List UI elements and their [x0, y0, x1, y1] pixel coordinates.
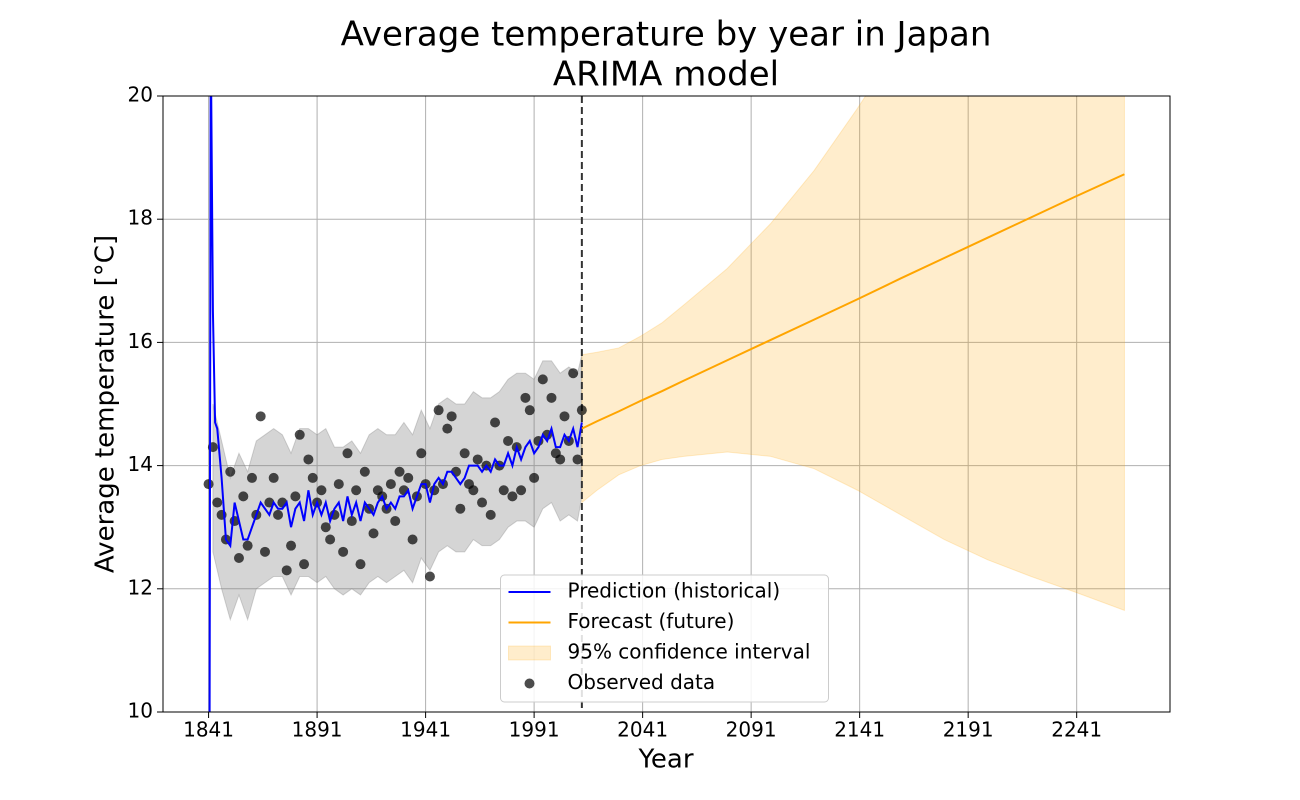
observed-point	[477, 497, 488, 508]
observed-point	[507, 491, 518, 502]
observed-point	[281, 565, 292, 576]
observed-point	[468, 485, 479, 496]
axes: 1841 1891 1941 1991 2041 2091 2141 2191 2241 10 12…	[128, 83, 1103, 742]
observed-point	[351, 485, 362, 496]
observed-point	[529, 472, 540, 483]
x-tick-label: 1891	[292, 718, 343, 742]
chart-subtitle: ARIMA model	[553, 55, 779, 95]
legend-label: Forecast (future)	[568, 609, 735, 633]
observed-point	[503, 435, 514, 446]
observed-point	[394, 466, 405, 477]
x-tick-label: 2191	[943, 718, 994, 742]
observed-point	[442, 423, 453, 434]
legend-swatch	[524, 678, 535, 689]
observed-point	[546, 392, 557, 403]
observed-point	[225, 466, 236, 477]
x-tick-label: 2091	[726, 718, 777, 742]
observed-point	[286, 540, 297, 551]
observed-point	[338, 546, 349, 557]
observed-point	[233, 553, 244, 563]
observed-point	[407, 534, 418, 545]
observed-point	[390, 516, 401, 527]
observed-point	[498, 485, 509, 496]
observed-point	[294, 429, 305, 440]
x-tick-label: 1941	[400, 718, 451, 742]
observed-point	[368, 528, 379, 539]
observed-point	[242, 540, 253, 551]
observed-point	[320, 522, 331, 533]
plot-frame	[162, 95, 1171, 713]
plot-area	[203, 96, 1125, 712]
observed-point	[490, 417, 501, 428]
observed-point	[359, 466, 370, 477]
chart-title: Average temperature by year in Japan	[341, 15, 992, 55]
y-axis-label: Average temperature [°C]	[91, 235, 121, 573]
observed-point	[333, 479, 344, 490]
observed-point	[555, 454, 566, 465]
observed-point	[472, 454, 483, 465]
observed-point	[325, 534, 336, 545]
observed-point	[433, 405, 444, 416]
confidence-band	[581, 96, 1125, 612]
x-tick-label: 2241	[1051, 718, 1102, 742]
observed-point	[516, 485, 527, 496]
legend: Prediction (historical) Forecast (future)…	[500, 574, 829, 703]
x-tick-label: 2041	[617, 718, 668, 742]
y-tick-label: 14	[128, 452, 153, 476]
observed-point	[307, 472, 318, 483]
observed-point	[485, 509, 496, 520]
x-tick-label: 2141	[834, 718, 885, 742]
observed-point	[299, 559, 310, 570]
observed-point	[342, 448, 353, 459]
observed-point	[268, 472, 279, 483]
y-tick-label: 18	[128, 206, 153, 230]
observed-point	[455, 503, 466, 514]
observed-point	[385, 479, 396, 490]
observed-point	[572, 454, 583, 465]
observed-point	[303, 454, 314, 465]
y-tick-label: 20	[128, 83, 153, 107]
observed-point	[524, 405, 535, 416]
observed-point	[316, 485, 327, 496]
x-tick-label: 1991	[509, 718, 560, 742]
legend-label: Observed data	[568, 670, 716, 694]
y-tick-label: 10	[128, 699, 153, 723]
observed-point	[290, 491, 301, 502]
series-line	[208, 96, 583, 712]
observed-point	[238, 491, 249, 502]
observed-point	[459, 448, 470, 459]
observed-point	[355, 559, 366, 570]
observed-point	[260, 546, 271, 557]
observed-point	[559, 411, 570, 422]
x-axis-label: Year	[637, 745, 693, 775]
observed-point	[255, 411, 266, 422]
y-tick-label: 12	[128, 575, 153, 599]
legend-label: 95% confidence interval	[568, 640, 811, 664]
observed-point	[346, 516, 357, 527]
legend-box	[500, 574, 829, 703]
observed-point	[212, 497, 223, 508]
legend-swatch	[508, 645, 551, 661]
observed-point	[403, 472, 414, 483]
observed-point	[576, 405, 587, 416]
observed-point	[246, 472, 257, 483]
observed-point	[568, 368, 579, 379]
y-tick-label: 16	[128, 329, 153, 353]
observed-point	[416, 448, 427, 459]
observed-point	[203, 479, 214, 490]
observed-point	[446, 411, 457, 422]
series-line	[581, 173, 1125, 430]
observed-point	[537, 374, 548, 385]
x-tick-label: 1841	[183, 718, 234, 742]
observed-point	[273, 509, 284, 520]
observed-point	[520, 392, 531, 403]
legend-label: Prediction (historical)	[568, 579, 781, 603]
observed-point	[424, 571, 435, 582]
